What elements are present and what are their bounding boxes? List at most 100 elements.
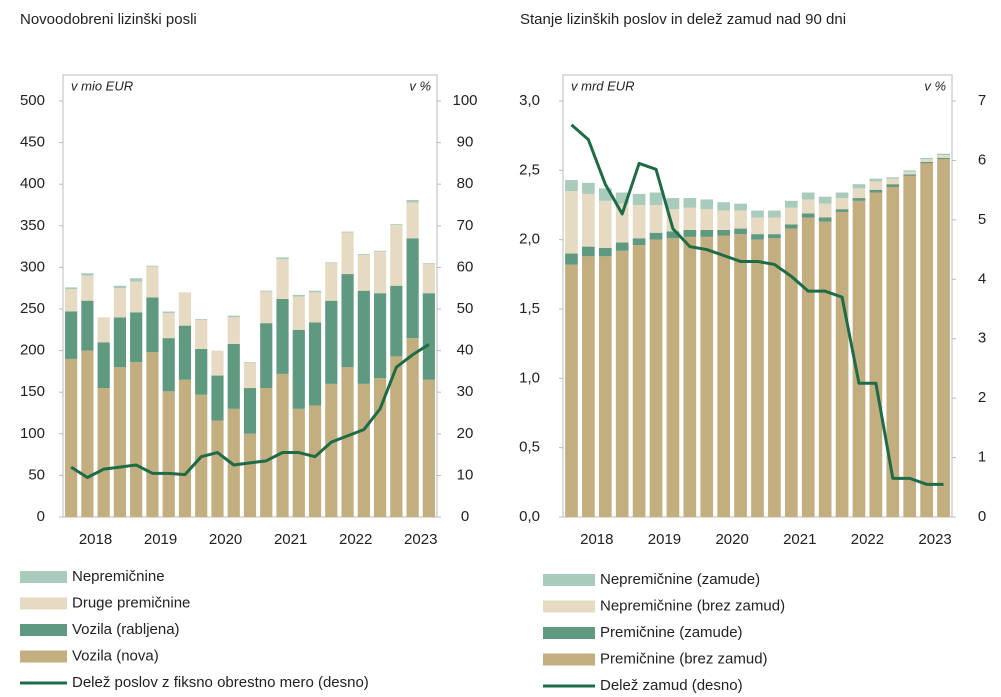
bar-segment	[666, 231, 680, 239]
bar-segment	[683, 198, 697, 208]
x-tick-label: 2020	[209, 531, 242, 548]
bar-segment	[390, 224, 403, 225]
bar-segment	[818, 196, 832, 204]
bar-segment	[325, 300, 338, 384]
bar-segment	[81, 275, 94, 301]
bar-segment	[598, 200, 612, 248]
bar-segment	[768, 210, 781, 218]
bar-segment	[130, 281, 143, 313]
y2-tick-label: 3	[978, 330, 986, 347]
bar-segment	[903, 171, 917, 175]
bar-segment	[649, 192, 663, 205]
bar-segment	[243, 388, 257, 434]
legend-label: Delež zamud (desno)	[600, 677, 743, 694]
bar-segment	[325, 262, 338, 264]
y-tick-label: 200	[20, 342, 45, 359]
bar-segment	[852, 184, 866, 189]
y2-tick-label: 50	[457, 300, 474, 317]
bar-segment	[717, 235, 731, 518]
bar-segment	[373, 250, 387, 252]
bar-segment	[632, 193, 646, 205]
bar-segment	[373, 251, 387, 294]
legend-label: Premičnine (brez zamud)	[600, 650, 768, 667]
bar-segment	[937, 153, 950, 156]
y2-tick-label: 90	[457, 134, 474, 151]
bar-segment	[195, 318, 208, 320]
bar-segment	[751, 234, 764, 240]
bar-segment	[615, 242, 629, 251]
bar-segment	[308, 322, 322, 406]
bar-segment	[801, 217, 815, 518]
x-tick-label: 2022	[339, 531, 372, 548]
bar-segment	[683, 236, 697, 518]
bar-segment	[227, 315, 240, 318]
chart-title: Novoodobreni lizinški posli	[20, 11, 197, 28]
bar-segment	[276, 259, 289, 300]
bar-segment	[162, 338, 175, 392]
bar-segment	[903, 170, 917, 172]
bar-segment	[341, 367, 354, 517]
bar-segment	[801, 199, 815, 214]
bar-segment	[717, 229, 731, 236]
bar-segment	[937, 155, 950, 158]
bar-segment	[292, 329, 305, 409]
legend-label: Nepremičnine (brez zamud)	[600, 597, 785, 614]
bar-segment	[390, 356, 403, 517]
y2-tick-label: 2	[978, 389, 986, 406]
y-axis-label: v mio EUR	[71, 78, 133, 93]
bar-segment	[146, 352, 159, 517]
bar-segment	[260, 323, 273, 389]
bar-segment	[700, 229, 714, 237]
y-tick-label: 300	[20, 258, 45, 275]
bar-segment	[308, 292, 322, 323]
bar-segment	[162, 313, 175, 339]
y2-axis-label: v %	[924, 78, 946, 93]
bar-segment	[649, 239, 663, 517]
bar-segment	[632, 205, 646, 239]
bar-segment	[784, 224, 798, 229]
bar-segment	[406, 238, 419, 339]
bar-segment	[113, 288, 127, 318]
bar-segment	[649, 205, 663, 233]
y-tick-label: 2,5	[519, 161, 540, 178]
bar-segment	[598, 247, 612, 257]
bar-segment	[886, 177, 900, 179]
bar-segment	[666, 198, 680, 210]
bar-segment	[276, 373, 289, 517]
bar-segment	[81, 350, 94, 517]
y2-tick-label: 7	[978, 92, 986, 109]
bar-segment	[717, 202, 731, 211]
y2-tick-label: 20	[457, 425, 474, 442]
bar-segment	[81, 300, 94, 351]
bar-segment	[195, 348, 208, 395]
bar-segment	[835, 198, 849, 210]
bar-segment	[178, 292, 192, 326]
bar-segment	[357, 254, 370, 291]
bar-segment	[666, 238, 680, 517]
bar-segment	[162, 311, 175, 314]
bar-segment	[81, 273, 94, 276]
bar-segment	[869, 181, 883, 190]
bar-segment	[818, 203, 832, 218]
bar-segment	[565, 180, 578, 192]
bar-segment	[717, 210, 731, 230]
bar-segment	[818, 217, 832, 222]
bar-segment	[292, 296, 305, 330]
bar-segment	[130, 312, 143, 363]
bar-segment	[768, 234, 781, 239]
bar-segment	[260, 388, 273, 517]
bar-segment	[406, 200, 419, 203]
bar-segment	[734, 228, 747, 235]
bar-segment	[700, 199, 714, 210]
bar-segment	[632, 238, 646, 246]
bar-segment	[903, 174, 917, 176]
x-tick-label: 2021	[783, 531, 816, 548]
bar-segment	[751, 210, 764, 218]
y-tick-label: 500	[20, 92, 45, 109]
bar-segment	[937, 159, 950, 518]
y2-tick-label: 5	[978, 211, 986, 228]
bar-segment	[903, 175, 917, 517]
bar-segment	[65, 358, 78, 517]
bar-segment	[801, 213, 815, 218]
bar-segment	[700, 236, 714, 518]
